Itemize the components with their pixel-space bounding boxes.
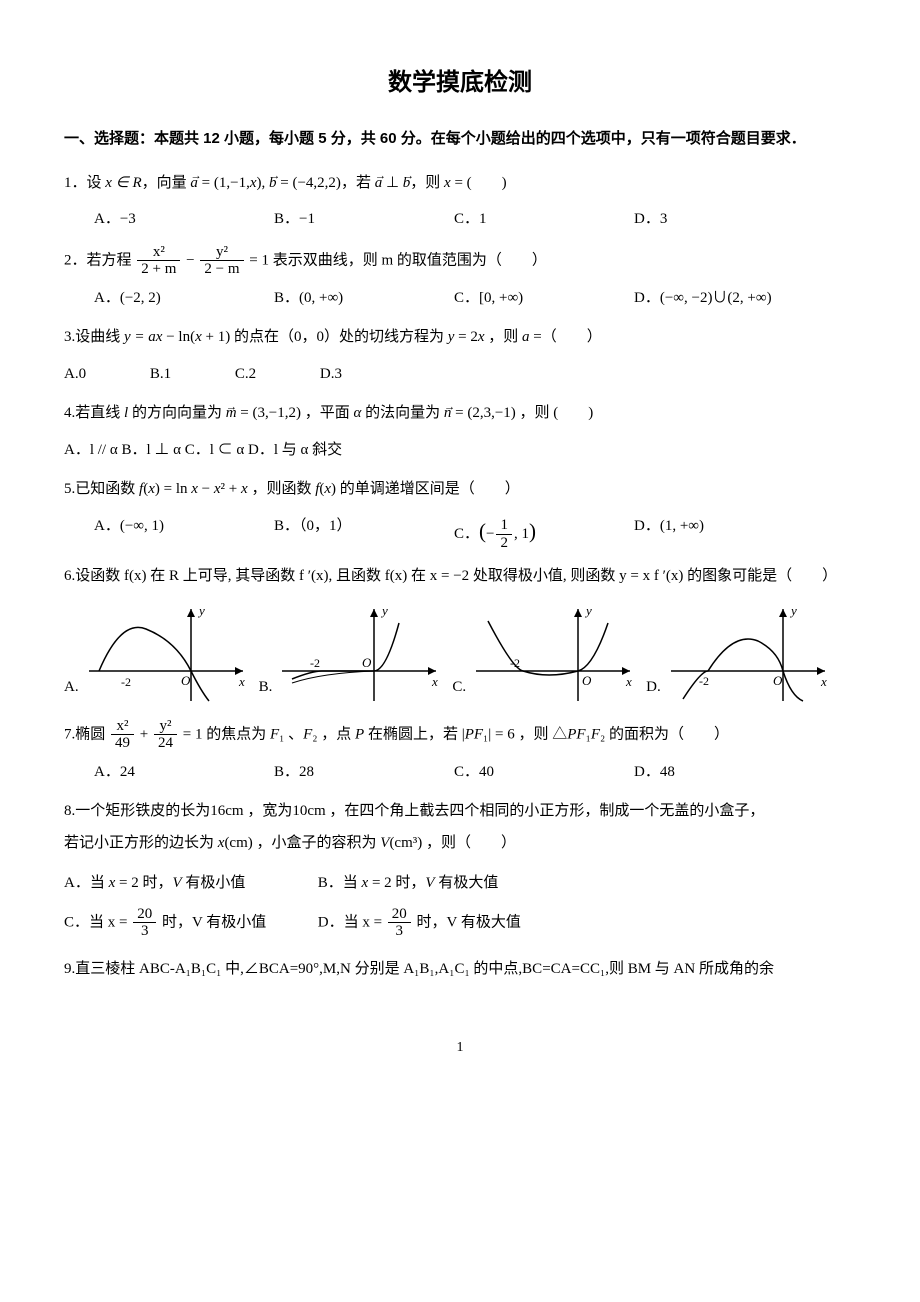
q7-frac2: y²24 [154,718,177,752]
svg-text:y: y [380,603,388,618]
q3-options: A.0 B.1 C.2 D.3 [64,360,856,389]
q2-options: A．(−2, 2) B．(0, +∞) C．[0, +∞) D．(−∞, −2)… [94,284,856,313]
q4-options: A．l // α B．l ⊥ α C．l ⊂ α D．l 与 α 斜交 [64,436,856,465]
question-9: 9.直三棱柱 ABC-A₁B₁C₁ 中,∠BCA=90°,M,N 分别是 A₁B… [64,954,856,986]
q2-opt-a: A．(−2, 2) [94,284,264,313]
q6-graphs: A. x y O -2 B. x y O -2 C. [64,601,856,706]
q8-opt-b: B．当 x = 2 时，V 有极大值 [318,869,499,898]
q6-label-c: C. [452,673,466,706]
svg-text:x: x [625,674,632,689]
q4-opt-a: A．l // α [64,442,118,458]
q7-mid: 的焦点为 F₁ 、F₂ ，点 P 在椭圆上，若 |PF₁| = 6 ，则 △PF… [206,726,729,742]
q1-mid: ，向量 [142,175,191,191]
svg-text:y: y [789,603,797,618]
q8-line2: 若记小正方形的边长为 x(cm) ，小盒子的容积为 V(cm³) ，则（ ） [64,835,516,851]
q1-options: A．−3 B．−1 C．1 D．3 [94,205,856,234]
q8-options: A．当 x = 2 时，V 有极小值 B．当 x = 2 时，V 有极大值 C．… [64,865,856,944]
q4-opt-d: D．l 与 α 斜交 [248,442,342,458]
q7-options: A．24 B．28 C．40 D．48 [94,758,856,787]
q4-opt-c: C．l ⊂ α [185,442,245,458]
q3-opt-a: A.0 [64,360,86,389]
svg-text:x: x [238,674,245,689]
q2-minus: − [186,252,198,268]
q1-opt-d: D．3 [634,205,804,234]
q6-graph-b: x y O -2 [274,601,444,706]
q2-opt-d: D．(−∞, −2)∪(2, +∞) [634,284,804,313]
section-instructions: 一、选择题：本题共 12 小题，每小题 5 分，共 60 分。在每个小题给出的四… [64,124,856,154]
svg-text:-2: -2 [121,675,131,689]
q8-opt-c: C．当 x = 203 时，V 有极小值 [64,906,314,940]
q1-xinR: x ∈ R [105,175,141,191]
q6-graph-a: x y O -2 [81,601,251,706]
q5-opt-a: A．(−∞, 1) [94,512,264,552]
svg-text:y: y [197,603,205,618]
q7-pre: 7.椭圆 [64,726,109,742]
q6-label-d: D. [646,673,661,706]
question-6: 6.设函数 f(x) 在 R 上可导, 其导函数 f ′(x), 且函数 f(x… [64,561,856,593]
q7-opt-d: D．48 [634,758,804,787]
q1-mid2: ，若 [341,175,375,191]
svg-text:x: x [820,674,827,689]
question-8: 8.一个矩形铁皮的长为16cm ，宽为10cm ，在四个角上截去四个相同的小正方… [64,796,856,859]
page-number: 1 [64,1035,856,1062]
svg-text:O: O [181,673,191,688]
q2-pre: 2．若方程 [64,252,135,268]
question-3: 3.设曲线 y = ax − ln(x + 1) 的点在（0，0）处的切线方程为… [64,322,856,354]
q7-opt-a: A．24 [94,758,264,787]
q3-opt-c: C.2 [235,360,256,389]
question-5: 5.已知函数 f(x) = ln x − x² + x ，则函数 f(x) 的单… [64,474,856,506]
question-4: 4.若直线 l 的方向向量为 m = (3,−1,2) ，平面 α 的法向量为 … [64,398,856,430]
question-2: 2．若方程 x²2 + m − y²2 − m = 1 表示双曲线，则 m 的取… [64,244,856,278]
q1-opt-b: B．−1 [274,205,444,234]
q6-graph-d: x y O -2 [663,601,833,706]
q1-opt-a: A．−3 [94,205,264,234]
q3-opt-b: B.1 [150,360,171,389]
svg-text:y: y [584,603,592,618]
q4-opt-b: B．l ⊥ α [121,442,181,458]
q1-text: 1．设 [64,175,105,191]
q8-opt-a: A．当 x = 2 时，V 有极小值 [64,869,314,898]
svg-text:O: O [582,673,592,688]
q3-opt-d: D.3 [320,360,342,389]
q6-label-b: B. [259,673,273,706]
q8-line1: 8.一个矩形铁皮的长为16cm ，宽为10cm ，在四个角上截去四个相同的小正方… [64,803,764,819]
question-1: 1．设 x ∈ R，向量 a = (1,−1,x), b = (−4,2,2)，… [64,168,856,200]
page-title: 数学摸底检测 [64,60,856,106]
q2-opt-b: B．(0, +∞) [274,284,444,313]
question-7: 7.椭圆 x²49 + y²24 = 1 的焦点为 F₁ 、F₂ ，点 P 在椭… [64,718,856,752]
q1-suffix: ，则 [410,175,444,191]
svg-text:O: O [773,673,783,688]
q7-frac1: x²49 [111,718,134,752]
svg-text:O: O [362,655,372,670]
q2-frac2: y²2 − m [200,244,243,278]
q8-opt-d: D．当 x = 203 时，V 有极大值 [318,906,521,940]
svg-text:x: x [431,674,438,689]
q5-options: A．(−∞, 1) B．（0，1） C．(−12, 1) D．(1, +∞) [94,512,856,552]
q6-graph-c: x y O -2 [468,601,638,706]
q5-opt-b: B．（0，1） [274,512,444,552]
q2-opt-c: C．[0, +∞) [454,284,624,313]
q7-eq: = 1 [183,726,203,742]
svg-text:-2: -2 [310,656,320,670]
q5-opt-d: D．(1, +∞) [634,512,804,552]
q7-opt-c: C．40 [454,758,624,787]
q7-opt-b: B．28 [274,758,444,787]
q2-tail: 表示双曲线，则 m 的取值范围为（ ） [273,252,547,268]
q5-opt-c: C．(−12, 1) [454,512,624,552]
q2-frac1: x²2 + m [137,244,180,278]
q6-label-a: A. [64,673,79,706]
q7-plus: + [140,726,152,742]
q1-opt-c: C．1 [454,205,624,234]
q2-eq: = 1 [249,252,269,268]
